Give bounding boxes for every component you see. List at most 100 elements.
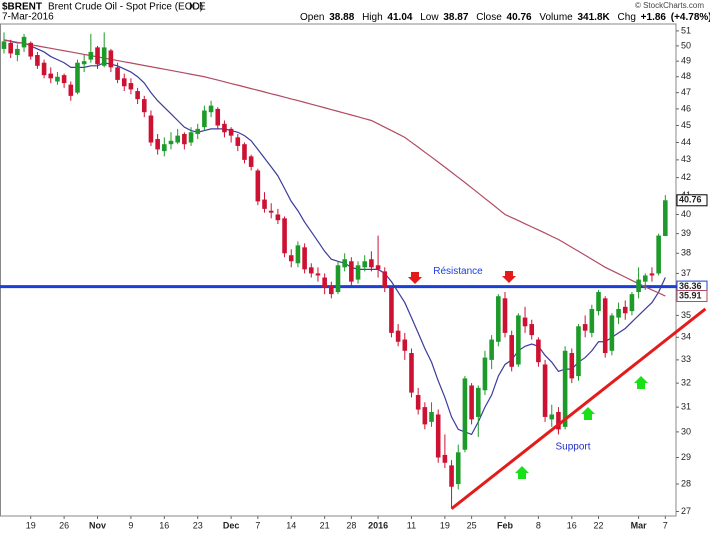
resistance-label: Résistance	[433, 266, 483, 277]
y-tick-label: 48	[681, 71, 691, 81]
stat-value: 38.87	[443, 12, 468, 23]
candle-body	[162, 144, 167, 152]
candle-body	[295, 245, 301, 264]
candle-body	[75, 62, 80, 93]
y-tick-label: 29	[681, 452, 691, 462]
resistance-value-label: 36.36	[679, 281, 702, 291]
candle-body	[589, 308, 595, 333]
support-line	[450, 307, 707, 510]
candle-body	[282, 218, 287, 254]
candle-body	[609, 315, 615, 351]
candle-body	[556, 412, 561, 430]
x-tick-label: 25	[467, 520, 477, 530]
candle-body	[496, 296, 501, 342]
candle-body	[242, 144, 247, 160]
x-tick-label: 19	[440, 520, 450, 530]
candle-body	[482, 357, 488, 391]
candle-body	[121, 78, 127, 87]
stat-value: 341.8K	[578, 12, 611, 23]
candle-body	[95, 47, 100, 65]
candle-body	[429, 412, 434, 422]
candle-body	[509, 335, 514, 367]
candle-body	[355, 265, 361, 280]
arrow-up	[581, 407, 595, 420]
candle-body	[469, 385, 474, 420]
candle-body	[522, 317, 528, 327]
credit: © StockCharts.com	[635, 1, 704, 10]
y-tick-label: 34	[681, 332, 691, 342]
candle-body	[663, 200, 668, 236]
candle-body	[562, 350, 568, 427]
candle-body	[195, 128, 201, 134]
candle-body	[235, 137, 241, 146]
candle-body	[155, 139, 160, 150]
candle-body	[41, 62, 47, 76]
candle-body	[596, 292, 601, 312]
candle-body	[302, 247, 307, 270]
arrow-down	[502, 271, 516, 283]
candle-body	[315, 273, 321, 276]
y-tick-label: 37	[681, 268, 691, 278]
candle-body	[375, 265, 381, 270]
candle-body	[228, 128, 234, 136]
y-tick-label: 32	[681, 378, 691, 388]
x-tick-label: 7	[255, 520, 260, 530]
x-tick-label: 14	[286, 520, 296, 530]
candle-body	[329, 285, 334, 295]
candle-body	[262, 199, 267, 209]
candle-body	[656, 235, 661, 274]
candle-body	[342, 259, 347, 268]
x-tick-label: Dec	[223, 520, 240, 530]
candle-body	[168, 140, 174, 145]
candle-body	[442, 454, 448, 463]
x-tick-label: 26	[59, 520, 69, 530]
y-tick-label: 31	[681, 401, 691, 411]
y-tick-label: 38	[681, 248, 691, 258]
candle-body	[88, 51, 94, 60]
y-tick-label: 27	[681, 506, 691, 516]
ticker: $BRENT	[2, 2, 42, 13]
candle-body	[81, 61, 87, 65]
candle-body	[616, 308, 621, 318]
candle-body	[8, 42, 13, 54]
arrows	[408, 271, 648, 479]
candle-body	[582, 324, 588, 331]
stat-label: Close	[476, 12, 502, 23]
candle-body	[208, 105, 214, 113]
candle-body	[402, 339, 408, 351]
candle-body	[21, 36, 27, 48]
y-tick-label: 28	[681, 478, 691, 488]
candle-body	[101, 47, 107, 66]
ma-value-label: 35.91	[679, 290, 702, 300]
candle-body	[636, 279, 641, 293]
candle-body	[536, 339, 541, 363]
y-tick-label: 44	[681, 137, 691, 147]
candle-body	[182, 133, 187, 145]
candle-body	[389, 287, 394, 333]
last-close-box	[676, 194, 708, 207]
candle-body	[395, 330, 401, 342]
candle-body	[288, 255, 294, 262]
candle-body	[455, 452, 461, 485]
candle-body	[529, 324, 535, 336]
stat-label: Volume	[539, 12, 573, 23]
x-tick-label: 11	[407, 520, 416, 530]
moving-average	[3, 39, 666, 436]
candle-body	[449, 465, 454, 487]
candle-body	[268, 210, 274, 213]
x-tick-label: 8	[536, 520, 541, 530]
candle-body	[409, 353, 414, 393]
candle-body	[382, 271, 388, 288]
candle-body	[202, 110, 207, 128]
candle-body	[516, 315, 521, 365]
moving-average	[3, 39, 666, 297]
candle-body	[649, 273, 655, 276]
stat-label: Open	[300, 12, 324, 23]
date: 7-Mar-2016	[2, 12, 54, 23]
candle-body	[68, 84, 74, 96]
y-tick-label: 50	[681, 40, 691, 50]
candle-body	[629, 294, 635, 312]
stat-value: 41.04	[387, 12, 412, 23]
